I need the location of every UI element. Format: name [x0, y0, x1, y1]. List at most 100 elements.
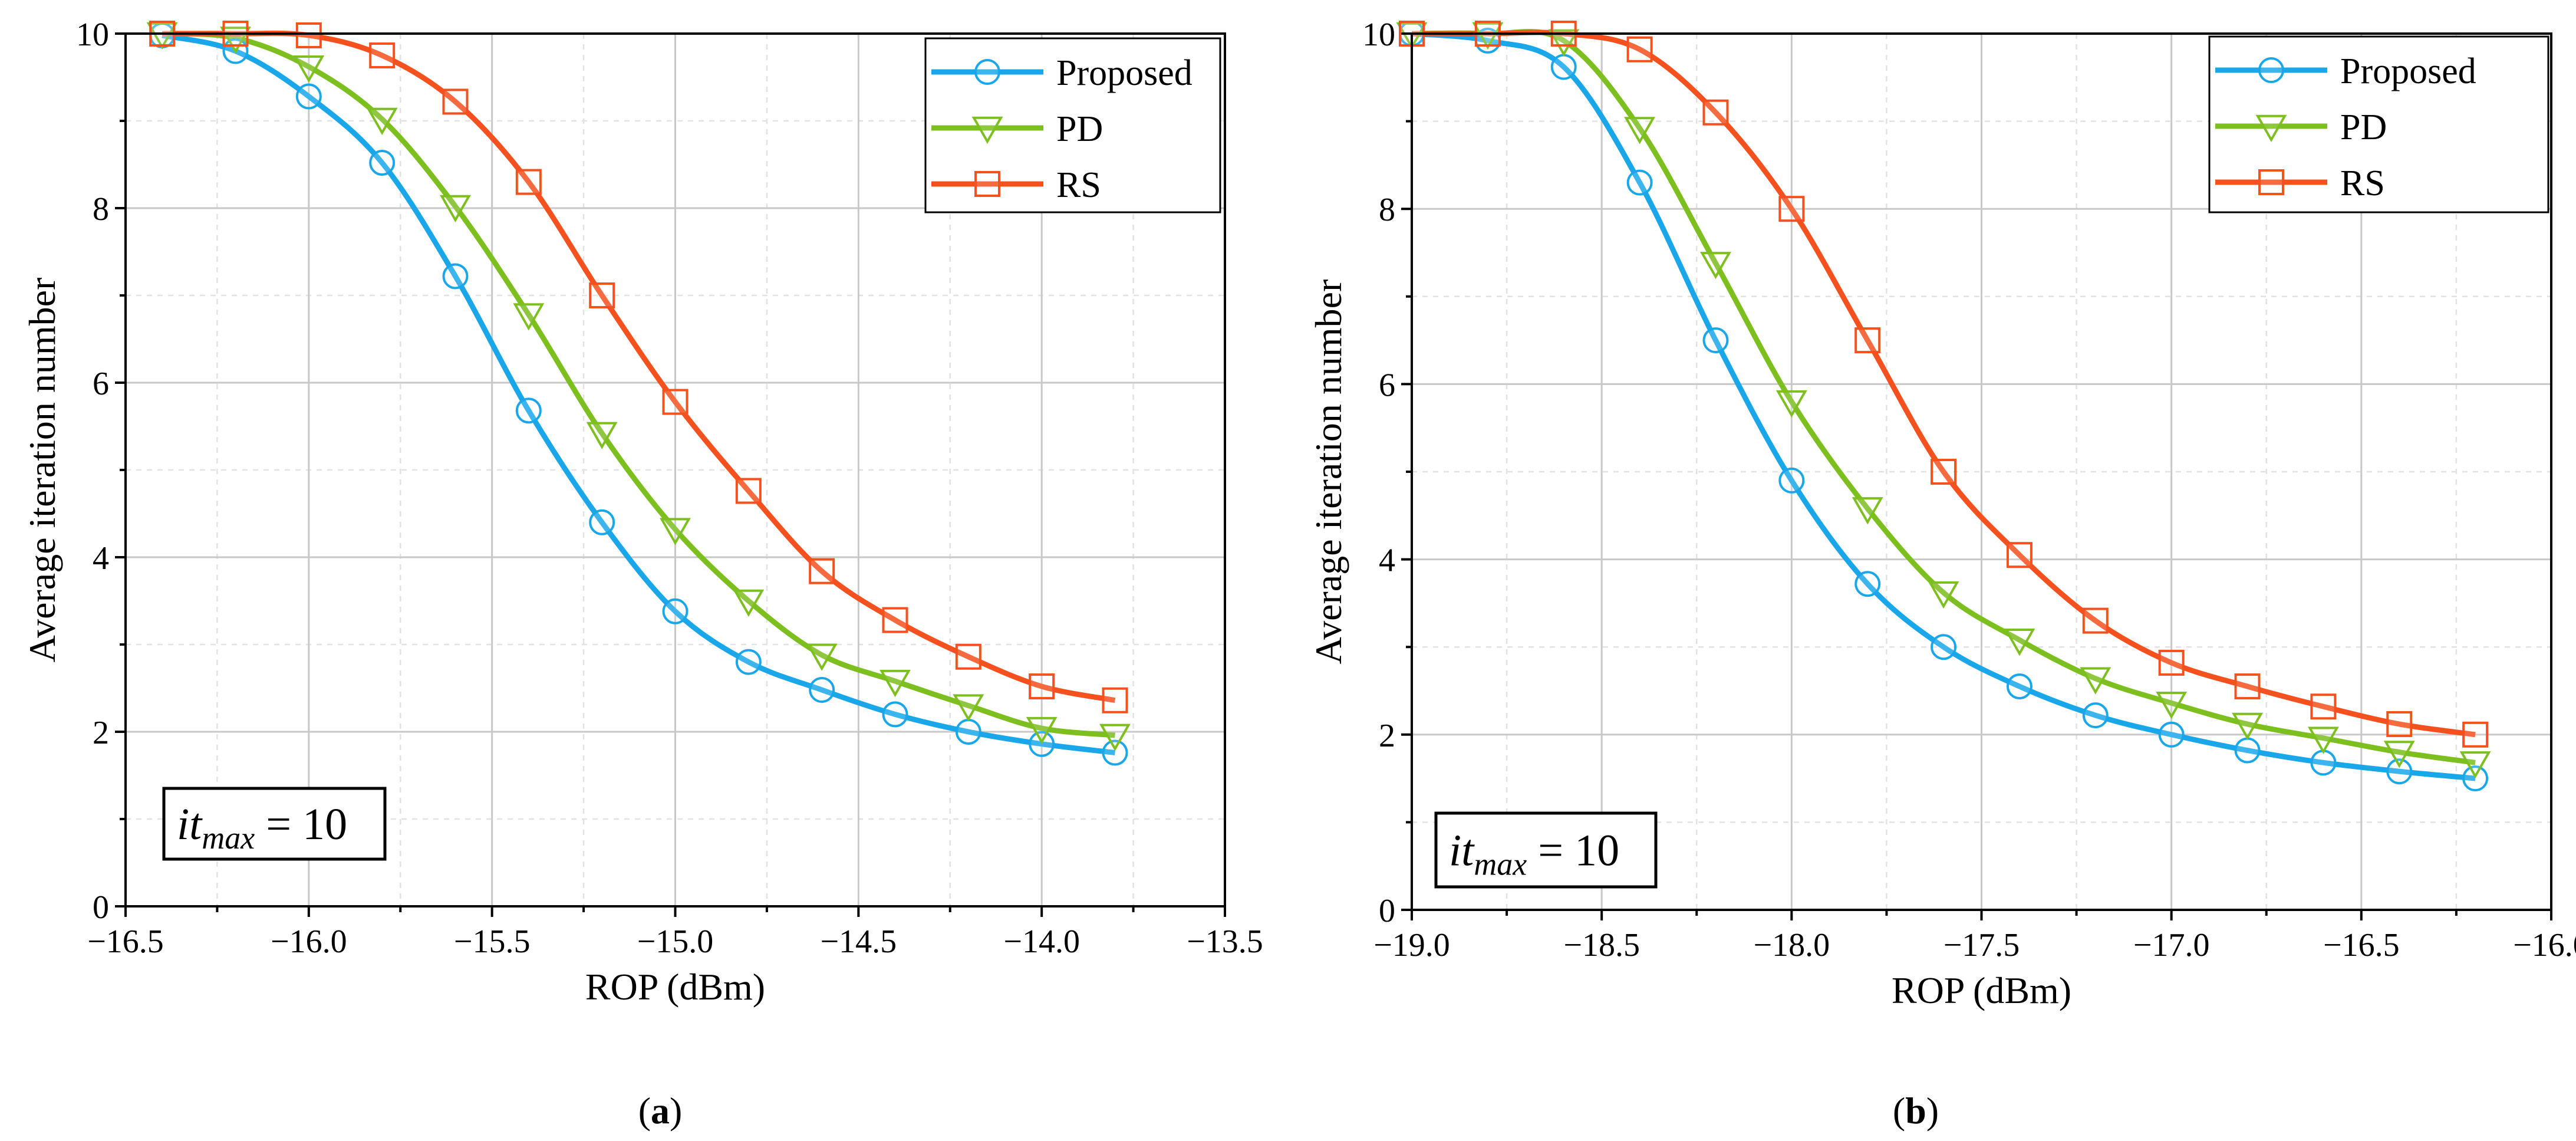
- legend-marker-pd: [2255, 114, 2287, 143]
- y-tick-label: 10: [76, 17, 109, 53]
- y-tick-label: 6: [93, 366, 109, 402]
- legend-label-proposed: Proposed: [2340, 51, 2476, 91]
- y-tick-label: 4: [1379, 542, 1395, 579]
- data-point-pd: [146, 22, 178, 50]
- data-point-rs: [2386, 711, 2413, 737]
- data-point-pd: [1472, 22, 1504, 50]
- data-point-pd: [2232, 712, 2263, 740]
- x-tick-label: −19.0: [1373, 927, 1450, 964]
- y-tick-label: 10: [1362, 17, 1395, 53]
- data-point-rs: [1029, 673, 1055, 700]
- legend: Proposed PD RS: [924, 37, 1221, 213]
- data-point-rs: [589, 282, 615, 308]
- data-point-proposed: [809, 676, 835, 703]
- data-point-pd: [2080, 667, 2111, 695]
- y-tick-label: 2: [1379, 718, 1395, 754]
- data-point-proposed: [1854, 571, 1881, 597]
- data-point-proposed: [882, 701, 908, 728]
- x-tick-label: −15.5: [454, 923, 531, 960]
- data-point-rs: [1931, 459, 1957, 485]
- data-point-proposed: [735, 649, 762, 675]
- data-point-proposed: [2310, 749, 2337, 776]
- y-tick-label: 0: [93, 889, 109, 926]
- series-line-pd: [162, 31, 1115, 738]
- y-tick-label: 4: [93, 540, 109, 577]
- data-point-pd: [1548, 29, 1580, 57]
- data-point-proposed: [1931, 634, 1957, 660]
- data-point-pd: [806, 643, 838, 671]
- data-point-pd: [660, 518, 691, 545]
- data-point-proposed: [589, 509, 615, 535]
- y-tick-label: 8: [1379, 192, 1395, 228]
- legend-marker-proposed: [974, 59, 1000, 85]
- x-tick-label: −14.5: [821, 923, 897, 960]
- y-axis-title: Average iteration number: [1307, 280, 1349, 665]
- data-point-pd: [953, 694, 984, 722]
- x-tick-label: −18.5: [1563, 927, 1640, 964]
- data-point-proposed: [2234, 737, 2261, 764]
- data-point-rs: [442, 88, 469, 115]
- data-point-rs: [735, 478, 762, 504]
- data-point-proposed: [1778, 467, 1805, 494]
- data-point-rs: [1778, 196, 1805, 222]
- y-tick-label: 8: [93, 191, 109, 228]
- data-point-rs: [1702, 99, 1729, 126]
- data-point-pd: [440, 195, 471, 223]
- legend-marker-pd: [971, 116, 1003, 144]
- data-point-pd: [2156, 692, 2188, 719]
- y-tick-label: 0: [1379, 893, 1395, 929]
- data-point-pd: [1026, 716, 1058, 745]
- data-point-proposed: [1626, 169, 1653, 196]
- annotation-text: itmax = 10: [1449, 826, 1619, 882]
- x-tick-label: −15.0: [637, 923, 714, 960]
- data-point-proposed: [2006, 673, 2033, 700]
- data-point-pd: [879, 669, 911, 698]
- data-point-pd: [293, 55, 325, 83]
- data-point-pd: [733, 589, 765, 617]
- data-point-pd: [1624, 117, 1656, 144]
- series-line-pd: [1411, 29, 2476, 765]
- data-point-proposed: [1102, 739, 1128, 766]
- data-point-pd: [366, 107, 398, 136]
- data-point-pd: [1852, 497, 1883, 525]
- x-tick-label: −14.0: [1003, 923, 1080, 960]
- y-tick-label: 2: [93, 715, 109, 751]
- data-point-proposed: [1702, 327, 1729, 354]
- data-point-rs: [295, 22, 322, 48]
- data-point-proposed: [2386, 758, 2413, 785]
- panel-label: (b): [1893, 1090, 1939, 1132]
- data-point-rs: [369, 42, 396, 68]
- data-point-rs: [1626, 36, 1653, 63]
- x-tick-label: −13.5: [1187, 923, 1263, 960]
- data-point-proposed: [1550, 54, 1577, 80]
- data-point-rs: [955, 643, 981, 670]
- data-point-pd: [586, 422, 618, 449]
- data-point-rs: [1854, 327, 1881, 354]
- annotation-text: itmax = 10: [177, 800, 347, 856]
- data-point-proposed: [442, 263, 469, 290]
- data-point-pd: [1700, 252, 1731, 280]
- data-point-pd: [2383, 741, 2415, 768]
- x-axis-title: ROP (dBm): [1892, 969, 2071, 1011]
- legend-marker-rs: [2258, 169, 2284, 195]
- legend-label-proposed: Proposed: [1056, 53, 1193, 93]
- data-point-rs: [809, 558, 835, 584]
- data-point-rs: [2006, 542, 2033, 568]
- data-point-rs: [2158, 649, 2185, 676]
- data-point-proposed: [662, 598, 689, 624]
- x-tick-label: −17.5: [1943, 927, 2020, 964]
- data-point-proposed: [295, 83, 322, 110]
- data-point-proposed: [369, 150, 396, 176]
- data-point-pd: [513, 303, 545, 331]
- data-point-rs: [2082, 607, 2109, 634]
- chart-panel-a: −16.5 −16.0 −15.5 −15.0 −14.5 −14.0 −13.5 0 2 4 6 8…: [21, 17, 1263, 1132]
- series-line-proposed: [1411, 31, 2476, 781]
- legend-label-rs: RS: [1056, 165, 1101, 205]
- data-point-rs: [882, 607, 908, 633]
- legend-marker-rs: [974, 171, 1000, 197]
- x-tick-label: −16.5: [2323, 927, 2400, 964]
- x-tick-label: −18.0: [1754, 927, 1830, 964]
- annotation-box: [162, 787, 387, 861]
- y-tick-label: 6: [1379, 367, 1395, 403]
